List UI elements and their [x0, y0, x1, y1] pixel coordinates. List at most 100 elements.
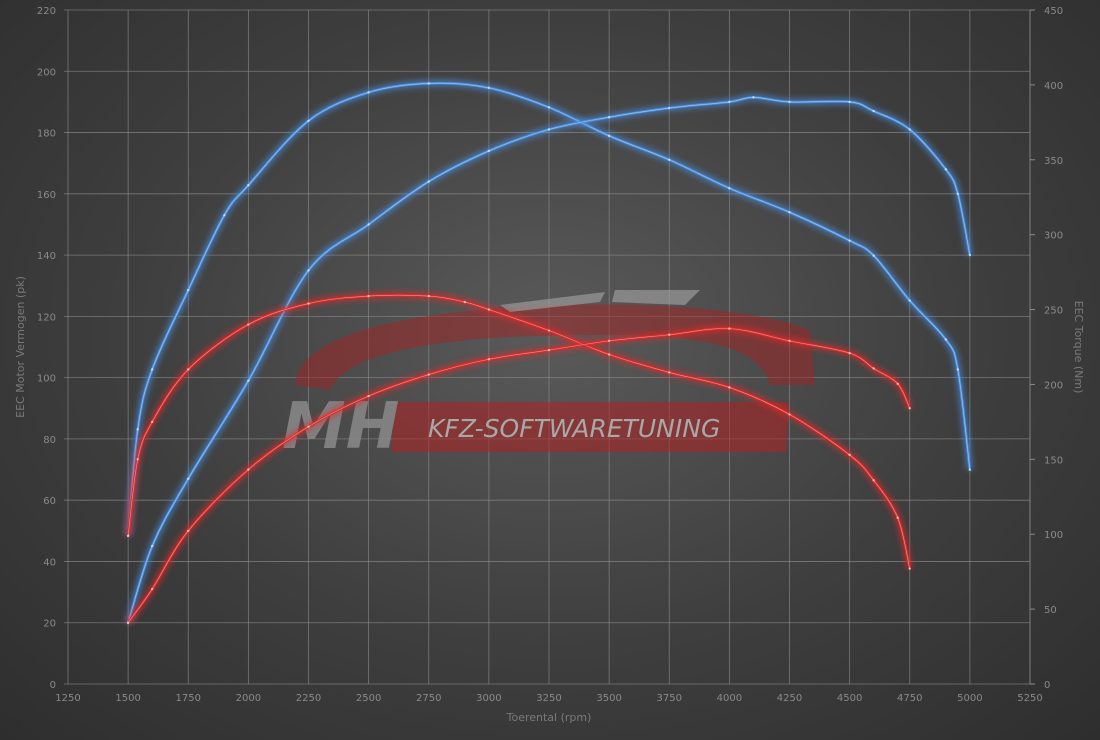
y-right-tick-label: 400	[1044, 81, 1063, 92]
x-tick-label: 4250	[777, 693, 802, 704]
data-point	[944, 168, 948, 171]
data-point	[848, 351, 851, 355]
data-point	[872, 367, 875, 370]
y-axis-left: 0 20 40 60 80 100 120 140 160 180 200 220	[37, 6, 56, 691]
x-tick-label: 2750	[416, 693, 441, 704]
data-point	[788, 211, 791, 214]
x-tick-label: 4750	[897, 693, 922, 704]
x-axis: 1250 1500 1750 2000 2250 2500 2750 3000 3250 3500…	[55, 693, 1042, 704]
data-point	[187, 477, 190, 480]
data-point	[487, 149, 491, 153]
y-left-tick-label: 160	[37, 190, 56, 201]
data-point	[848, 453, 851, 457]
data-point	[150, 544, 154, 548]
data-point	[547, 106, 551, 109]
x-axis-label: Toerental (rpm)	[506, 711, 592, 724]
x-tick-label: 5250	[1017, 693, 1042, 704]
data-point	[607, 116, 611, 119]
x-tick-label: 1250	[55, 693, 80, 704]
data-point	[908, 407, 911, 410]
y-left-tick-label: 200	[37, 67, 56, 78]
data-point	[896, 516, 899, 519]
curves	[124, 79, 974, 625]
data-point	[728, 100, 731, 104]
data-point	[968, 253, 972, 257]
data-point	[126, 621, 130, 624]
y-axis-right: 0 50 100 150 200 250 300 350 400 450	[1044, 6, 1063, 691]
x-tick-label: 2000	[236, 693, 261, 704]
data-point	[848, 239, 851, 242]
y-left-tick-label: 20	[43, 619, 56, 630]
data-point	[752, 96, 755, 99]
data-point	[247, 323, 250, 326]
y-axis-left-label: EEC Motor Vermogen (pk)	[14, 276, 27, 418]
data-point	[908, 567, 911, 570]
data-point	[247, 468, 250, 471]
data-point	[427, 82, 430, 85]
y-left-tick-label: 60	[43, 496, 56, 507]
data-point	[944, 338, 948, 341]
y-right-tick-label: 250	[1044, 306, 1063, 317]
data-point	[848, 100, 851, 104]
x-tick-label: 2250	[296, 693, 321, 704]
y-left-tick-label: 40	[43, 557, 56, 568]
data-point	[150, 420, 154, 424]
data-point	[307, 119, 310, 123]
data-point	[367, 223, 370, 226]
data-point	[788, 100, 791, 104]
data-point	[908, 128, 911, 131]
data-point	[668, 106, 671, 110]
data-point	[728, 327, 731, 330]
data-point	[223, 213, 226, 217]
x-tick-label: 3000	[476, 693, 501, 704]
data-point	[547, 329, 551, 332]
watermark-text: KFZ-SOFTWARETUNING	[428, 414, 720, 443]
grid	[64, 9, 1035, 685]
data-point	[487, 308, 491, 311]
x-tick-label: 4500	[837, 693, 862, 704]
data-point	[956, 192, 960, 196]
data-point	[896, 382, 899, 385]
data-point	[307, 269, 310, 272]
data-point	[427, 180, 430, 183]
data-point	[126, 534, 130, 537]
data-point	[607, 339, 611, 343]
data-point	[547, 128, 551, 131]
y-right-tick-label: 350	[1044, 156, 1063, 167]
y-right-tick-label: 300	[1044, 231, 1063, 242]
data-point	[547, 348, 551, 352]
data-point	[247, 184, 250, 187]
watermark-mh: MH	[282, 390, 399, 464]
x-tick-label: 5000	[957, 693, 982, 704]
x-tick-label: 3500	[596, 693, 621, 704]
y-left-tick-label: 220	[37, 6, 56, 17]
x-tick-label: 2500	[356, 693, 381, 704]
x-tick-label: 4000	[717, 693, 742, 704]
y-axis-right-label: EEC Torque (Nm)	[1072, 301, 1085, 394]
data-point	[908, 299, 911, 302]
y-right-tick-label: 0	[1044, 680, 1050, 691]
y-left-tick-label: 120	[37, 312, 56, 323]
y-left-tick-label: 180	[37, 129, 56, 140]
y-right-tick-label: 150	[1044, 455, 1063, 466]
data-point	[150, 368, 154, 371]
series-highlight	[127, 328, 911, 623]
y-right-tick-label: 100	[1044, 530, 1063, 541]
y-left-tick-label: 100	[37, 374, 56, 385]
data-point	[187, 529, 190, 533]
data-point	[668, 158, 671, 161]
data-point	[872, 109, 875, 113]
data-point	[788, 413, 791, 416]
data-point	[607, 134, 611, 138]
x-tick-label: 3250	[536, 693, 561, 704]
y-left-tick-label: 80	[43, 435, 56, 446]
data-point	[136, 458, 139, 461]
data-point	[136, 428, 139, 431]
y-right-tick-label: 450	[1044, 6, 1063, 17]
data-point	[607, 353, 611, 356]
data-point	[788, 339, 791, 343]
watermark-logo: MH KFZ-SOFTWARETUNING	[282, 290, 815, 464]
data-point	[307, 302, 310, 305]
data-point	[187, 368, 190, 371]
